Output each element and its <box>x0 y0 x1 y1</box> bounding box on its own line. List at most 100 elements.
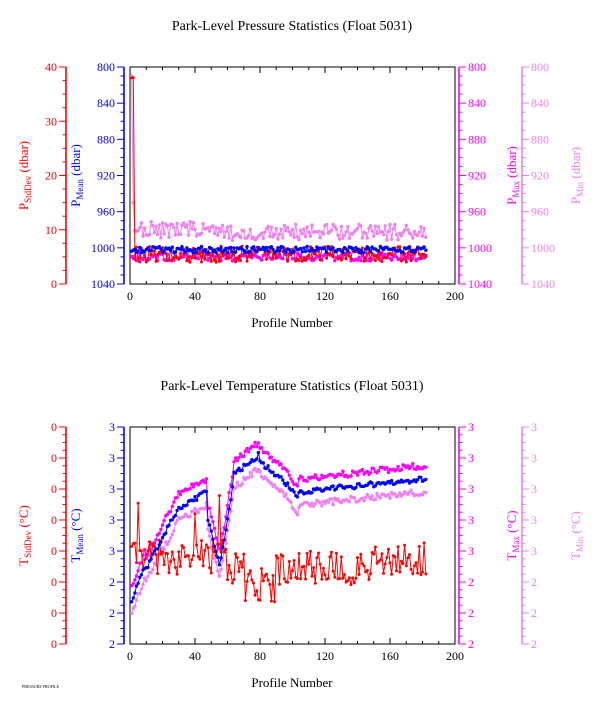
axis-tick-label: 800 <box>531 60 549 74</box>
t-min-series-point <box>214 560 218 564</box>
p-min-series-point <box>147 232 152 237</box>
p-stddev-series-point <box>131 76 135 80</box>
p-min-series-point <box>307 230 311 235</box>
p-max-series-point <box>355 258 360 262</box>
t-mean-series-point <box>237 466 241 470</box>
p-min-series-point <box>367 226 371 230</box>
t-mean-series-point <box>334 487 339 491</box>
t-mean-series-point <box>255 457 259 461</box>
p-min-series-point <box>206 226 210 230</box>
t-stddev-series-point <box>421 570 424 574</box>
p-mean-series-point <box>209 246 213 251</box>
t-max-series-point <box>154 538 158 542</box>
p-min-series-point <box>337 237 342 241</box>
p-mean-series-point <box>255 250 259 254</box>
t-stddev-series-point <box>369 572 372 576</box>
t-max-series-point <box>212 526 217 531</box>
p-mean-series-point <box>302 246 306 250</box>
p-stddev-series-point <box>214 260 218 264</box>
t-stddev-series-point <box>209 571 213 575</box>
t-stddev-series-point <box>398 570 402 574</box>
p-stddev-series-point <box>190 256 194 260</box>
p-min-series-point <box>393 222 397 227</box>
p-stddev-series-point <box>372 254 376 258</box>
t-stddev-series-point <box>304 577 307 581</box>
t-min-series-point <box>191 509 196 513</box>
t-stddev-series-point <box>167 571 171 575</box>
p-min-series-point <box>289 233 293 237</box>
t-max-series-point <box>134 574 139 578</box>
axis-tick-label: 0 <box>51 575 57 589</box>
p-stddev-series-point <box>310 257 314 261</box>
p-min-series-point <box>344 230 348 234</box>
p-mean-series-point <box>266 249 270 253</box>
x-tick-label: 200 <box>446 289 464 303</box>
t-max-series-point <box>131 581 135 586</box>
max-axis: 3 3 3 3 3 2 2 2 <box>458 420 474 651</box>
t-stddev-series-point <box>144 552 148 556</box>
t-min-series-point <box>134 598 139 602</box>
axis-tick-label: 3 <box>468 513 474 527</box>
t-min-series-point <box>206 527 210 531</box>
p-stddev-series-point <box>216 254 220 258</box>
p-min-series-point <box>341 236 345 240</box>
p-stddev-series-point <box>213 258 216 262</box>
p-stddev-series-point <box>369 257 372 260</box>
t-mean-series-point <box>220 545 225 549</box>
t-mean-series-point <box>170 518 174 522</box>
t-stddev-series-point <box>276 556 280 560</box>
p-min-series-point <box>373 224 378 228</box>
t-stddev-series-point <box>386 547 390 551</box>
p-mean-series-point <box>206 251 210 255</box>
p-max-series-point <box>259 258 264 262</box>
p-stddev-series-point <box>136 256 140 260</box>
p-min-series-point <box>370 229 374 233</box>
axis-tick-label: 2 <box>468 637 474 651</box>
axis-tick-label: 2 <box>531 606 537 620</box>
t-stddev-series-point <box>318 562 322 566</box>
t-stddev-series-point <box>401 562 405 565</box>
t-stddev-series-point <box>243 599 247 603</box>
p-max-series-point <box>389 258 394 262</box>
p-mean-series-point <box>284 250 288 255</box>
t-max-series-point <box>238 452 243 456</box>
t-mean-series-point <box>139 573 144 577</box>
p-stddev-series-point <box>237 255 241 258</box>
p-mean-series-point <box>261 245 265 249</box>
t-stddev-series-point <box>217 494 221 498</box>
t-stddev-series-point <box>258 598 262 602</box>
axis-tick-label: 1000 <box>468 241 492 255</box>
t-stddev-series-point <box>388 561 392 565</box>
p-min-series-point <box>154 225 158 229</box>
t-max-series-point <box>178 492 183 497</box>
axis-tick-label: 2 <box>109 606 115 620</box>
t-max-series-point <box>385 466 389 470</box>
t-mean-series-point <box>240 468 244 472</box>
p-min-series-point <box>245 236 249 240</box>
t-mean-series-point <box>227 507 231 511</box>
t-stddev-series-point <box>360 562 364 566</box>
t-mean-series-point <box>159 540 163 544</box>
t-max-series-point <box>220 532 225 536</box>
axis-tick-label: 2 <box>531 637 537 651</box>
t-max-series-point <box>414 467 418 472</box>
axis-tick-label: 1040 <box>531 277 555 291</box>
p-min-series-point <box>229 224 233 228</box>
p-stddev-series-point <box>198 249 202 253</box>
t-max-series-point <box>311 475 316 480</box>
p-mean-series-point <box>271 247 275 251</box>
t-min-series-point <box>220 558 225 563</box>
p-min-series-point <box>242 229 246 233</box>
p-stddev-series-point <box>406 251 410 255</box>
x-tick-label: 120 <box>316 289 334 303</box>
t-min-series-point <box>248 470 252 475</box>
t-max-series-point <box>242 454 246 459</box>
t-stddev-series-point <box>178 564 182 568</box>
t-stddev-series-point <box>362 564 366 568</box>
p-min-series-point <box>188 220 192 224</box>
p-mean-series-point <box>133 247 137 251</box>
p-mean-series-point <box>170 245 174 249</box>
t-max-series-point <box>300 475 304 480</box>
p-min-series-point <box>263 230 267 234</box>
p-min-series <box>129 74 428 243</box>
